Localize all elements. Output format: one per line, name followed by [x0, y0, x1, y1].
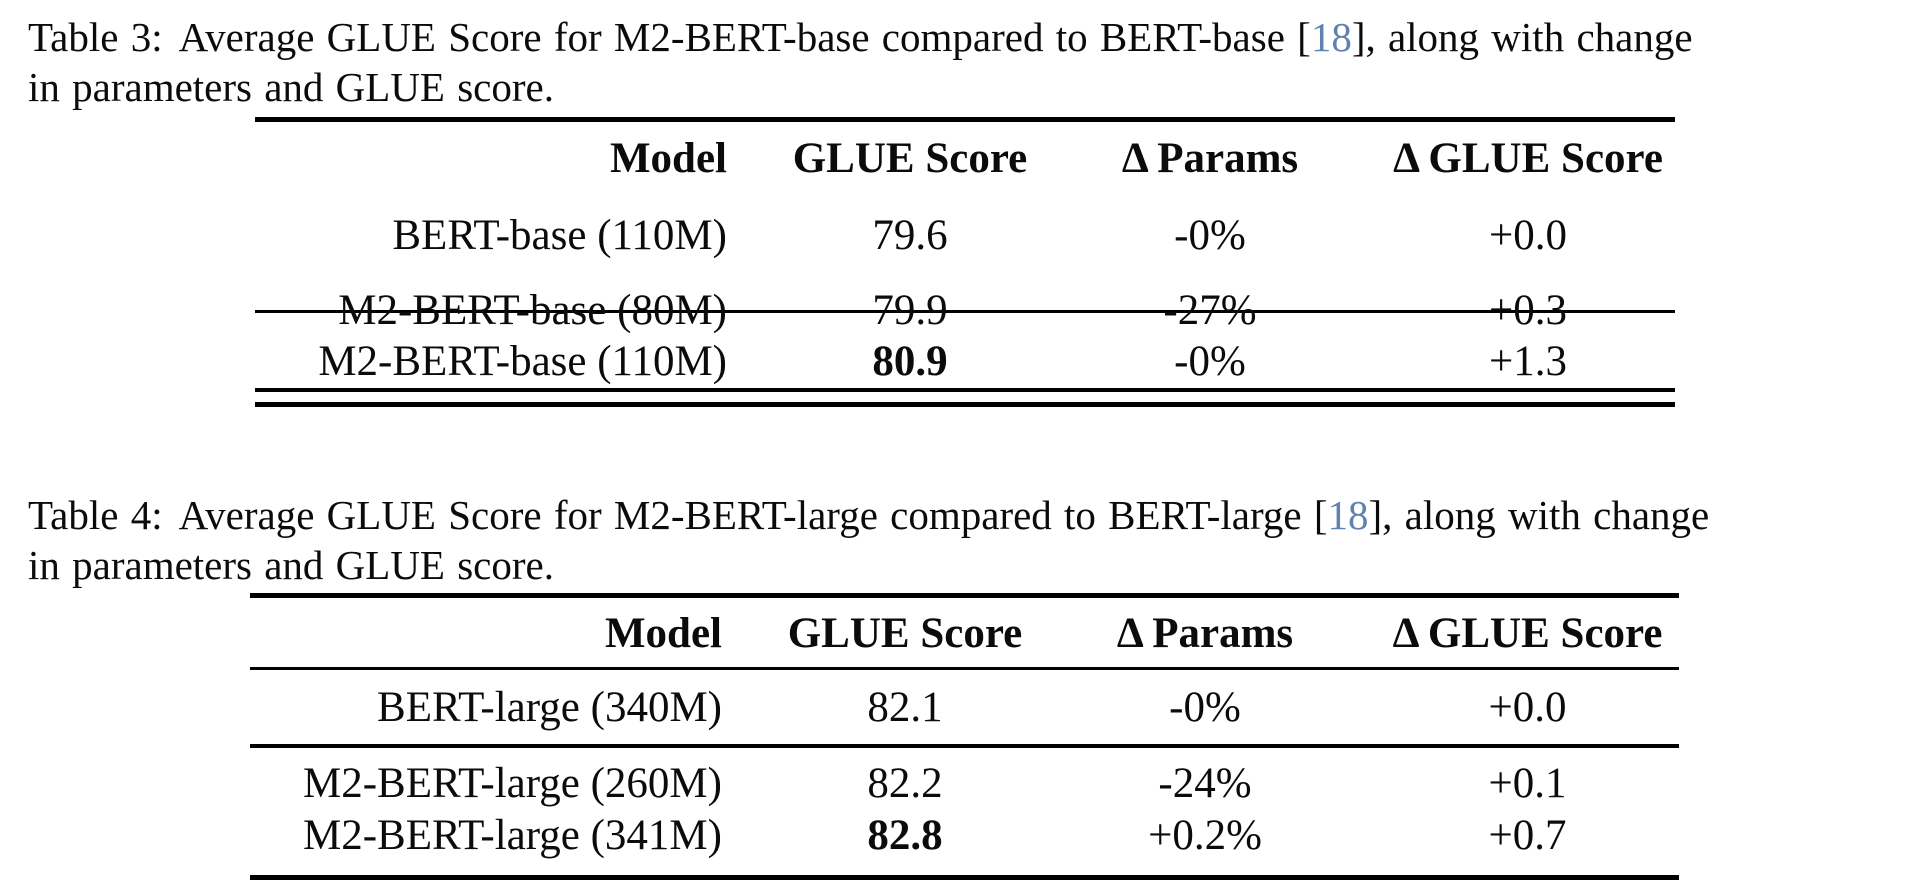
cell-delta-glue: +0.7: [1488, 811, 1567, 859]
table3-mid-rule: [255, 388, 1675, 392]
table4-caption-line1: Table 4: Average GLUE Score for M2-BERT-l…: [28, 490, 1894, 540]
cell-delta-params: -0%: [1174, 337, 1246, 385]
table3-caption-text: Average GLUE Score for M2-BERT-base comp…: [178, 14, 1298, 60]
table3-caption: Table 3: Average GLUE Score for M2-BERT-b…: [28, 12, 1894, 112]
cell-glue-score-best: 82.8: [867, 811, 943, 859]
table-row-m2-bert-base-80m: M2-BERT-base (80M) 79.9 -27% +0.3: [255, 284, 1675, 336]
cell-delta-params: -0%: [1174, 212, 1246, 259]
cell-glue-score: 79.6: [872, 212, 948, 259]
table4-top-rule: [250, 593, 1679, 598]
cell-delta-glue: +0.3: [1488, 286, 1567, 334]
table4-caption-text-after: , along with change: [1382, 492, 1710, 538]
cell-model: M2-BERT-large (341M): [302, 811, 722, 859]
cell-delta-glue: +0.0: [1488, 683, 1567, 731]
header-cell-delta-params: Δ Params: [1121, 135, 1299, 182]
table4-mid-rule: [250, 744, 1679, 748]
table3-caption-line2: in parameters and GLUE score.: [28, 64, 554, 110]
cell-glue-score: 82.1: [867, 683, 943, 731]
cell-model: BERT-large (340M): [377, 683, 722, 731]
citation-bracket-open: [: [1313, 492, 1328, 538]
cell-delta-params: -27%: [1163, 286, 1257, 334]
cell-delta-glue: +0.1: [1488, 759, 1567, 807]
table3-caption-line1: Table 3: Average GLUE Score for M2-BERT-b…: [28, 12, 1894, 62]
citation-link-18[interactable]: 18: [1327, 492, 1369, 538]
header-cell-delta-params: Δ Params: [1116, 610, 1294, 657]
table4-caption-line2: in parameters and GLUE score.: [28, 542, 554, 588]
table3: Model GLUE Score Δ Params Δ GLUE Score B…: [255, 117, 1675, 407]
cell-glue-score-best: 80.9: [872, 337, 948, 385]
cell-glue-score: 79.9: [872, 286, 948, 334]
table-row-m2-bert-base-110m: M2-BERT-base (110M) 80.9 -0% +1.3: [255, 335, 1675, 387]
cell-model: BERT-base (110M): [392, 212, 727, 259]
header-cell-model: Model: [604, 610, 722, 657]
table4-caption-label: Table 4:: [28, 492, 163, 538]
header-cell-delta-glue: Δ GLUE Score: [1392, 610, 1663, 657]
table3-caption-label: Table 3:: [28, 14, 163, 60]
table3-header-rule: [255, 310, 1675, 313]
table4-header-rule: [250, 667, 1679, 670]
table3-top-rule: [255, 117, 1675, 122]
cell-delta-glue: +1.3: [1488, 337, 1567, 385]
cell-glue-score: 82.2: [867, 759, 943, 807]
citation-link-18[interactable]: 18: [1310, 14, 1352, 60]
table4-bottom-rule: [250, 875, 1679, 880]
header-cell-glue-score: GLUE Score: [787, 610, 1023, 657]
table3-bottom-rule: [255, 402, 1675, 407]
header-cell-model: Model: [609, 135, 727, 182]
table3-caption-text-after: , along with change: [1365, 14, 1693, 60]
table-row-m2-bert-large-260m: M2-BERT-large (260M) 82.2 -24% +0.1: [250, 757, 1679, 809]
table-row-bert-large: BERT-large (340M) 82.1 -0% +0.0: [250, 670, 1679, 744]
table4-caption: Table 4: Average GLUE Score for M2-BERT-l…: [28, 490, 1894, 590]
header-cell-delta-glue: Δ GLUE Score: [1393, 135, 1663, 182]
cell-model: M2-BERT-base (110M): [318, 337, 727, 385]
table4: Model GLUE Score Δ Params Δ GLUE Score B…: [250, 593, 1679, 880]
citation-bracket-close: ]: [1351, 14, 1366, 60]
citation-bracket-open: [: [1297, 14, 1311, 60]
cell-delta-params: +0.2%: [1148, 811, 1262, 859]
cell-delta-params: -24%: [1158, 759, 1252, 807]
cell-model: M2-BERT-large (260M): [302, 759, 722, 807]
header-cell-glue-score: GLUE Score: [792, 135, 1028, 182]
table-row-m2-bert-large-341m: M2-BERT-large (341M) 82.8 +0.2% +0.7: [250, 809, 1679, 861]
cell-delta-params: -0%: [1169, 683, 1241, 731]
citation-bracket-close: ]: [1368, 492, 1383, 538]
cell-model: M2-BERT-base (80M): [338, 286, 727, 334]
table-row-bert-base: BERT-base (110M) 79.6 -0% +0.0: [255, 198, 1675, 273]
table3-header-row: Model GLUE Score Δ Params Δ GLUE Score: [255, 122, 1675, 195]
cell-delta-glue: +0.0: [1488, 212, 1567, 259]
table4-header-row: Model GLUE Score Δ Params Δ GLUE Score: [250, 598, 1679, 669]
table4-caption-text: Average GLUE Score for M2-BERT-large com…: [178, 492, 1314, 538]
